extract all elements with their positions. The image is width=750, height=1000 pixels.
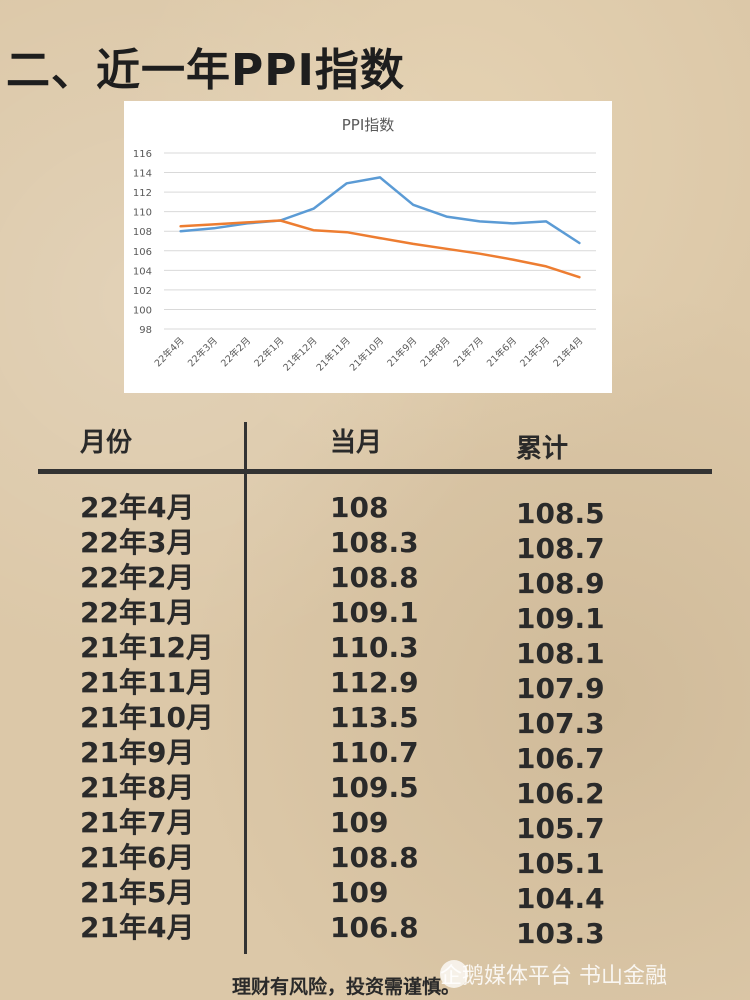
table-cell-cumulative: 109.1 xyxy=(516,602,605,635)
table-cell-cumulative: 107.3 xyxy=(516,707,605,740)
y-tick-label: 112 xyxy=(133,188,152,199)
table-cell-month: 21年4月 xyxy=(80,911,195,944)
table-cell-month: 21年5月 xyxy=(80,876,195,909)
column-header-current: 当月 xyxy=(330,428,383,458)
table-cell-cumulative: 103.3 xyxy=(516,917,605,950)
y-tick-label: 116 xyxy=(133,149,152,160)
table-cell-cumulative: 108.1 xyxy=(516,637,605,670)
table-cell-month: 21年9月 xyxy=(80,736,195,769)
table-cell-month: 21年8月 xyxy=(80,771,195,804)
table-cell-cumulative: 106.2 xyxy=(516,777,605,810)
table-cell-current: 109 xyxy=(330,876,389,909)
table-cell-cumulative: 108.9 xyxy=(516,567,605,600)
table-cell-cumulative: 108.7 xyxy=(516,532,605,565)
table-cell-current: 109.1 xyxy=(330,596,419,629)
table-cell-cumulative: 105.1 xyxy=(516,847,605,880)
chart-title: PPI指数 xyxy=(342,116,395,134)
table-cell-cumulative: 107.9 xyxy=(516,672,605,705)
table-cell-current: 109.5 xyxy=(330,771,419,804)
header-divider xyxy=(38,469,712,474)
column-header-cumulative: 累计 xyxy=(516,434,569,464)
table-cell-month: 21年6月 xyxy=(80,841,195,874)
y-tick-label: 106 xyxy=(133,247,152,258)
y-tick-label: 98 xyxy=(139,325,152,336)
penguin-logo-icon xyxy=(440,960,468,988)
table-cell-month: 21年7月 xyxy=(80,806,195,839)
table-cell-month: 21年10月 xyxy=(80,701,214,734)
table-cell-month: 22年4月 xyxy=(80,491,195,524)
ppi-line-chart: PPI指数 98 100 102 104 106 108 110 112 114 116 22年4月 2… xyxy=(124,101,612,393)
table-cell-cumulative: 108.5 xyxy=(516,497,605,530)
table-cell-month: 22年2月 xyxy=(80,561,195,594)
y-tick-label: 108 xyxy=(133,227,152,238)
table-cell-cumulative: 105.7 xyxy=(516,812,605,845)
table-cell-current: 110.3 xyxy=(330,631,419,664)
table-cell-current: 113.5 xyxy=(330,701,419,734)
column-header-month: 月份 xyxy=(80,428,133,458)
y-tick-label: 114 xyxy=(133,169,152,180)
watermark: 企鹅媒体平台 书山金融 xyxy=(440,964,667,989)
table-cell-month: 22年1月 xyxy=(80,596,195,629)
table-cell-month: 21年11月 xyxy=(80,666,214,699)
y-tick-label: 104 xyxy=(133,266,152,277)
table-cell-cumulative: 104.4 xyxy=(516,882,605,915)
series-line-2 xyxy=(179,219,581,279)
table-cell-current: 108.8 xyxy=(330,561,419,594)
table-cell-month: 21年12月 xyxy=(80,631,214,664)
table-cell-current: 108.3 xyxy=(330,526,419,559)
table-cell-current: 108.8 xyxy=(330,841,419,874)
table-cell-current: 109 xyxy=(330,806,389,839)
y-tick-label: 110 xyxy=(133,208,152,219)
table-cell-cumulative: 106.7 xyxy=(516,742,605,775)
page-title: 二、近一年PPI指数 xyxy=(6,45,405,96)
table-cell-month: 22年3月 xyxy=(80,526,195,559)
table-cell-current: 106.8 xyxy=(330,911,419,944)
table-cell-current: 112.9 xyxy=(330,666,419,699)
table-cell-current: 108 xyxy=(330,491,389,524)
column-divider xyxy=(244,422,247,954)
y-tick-label: 102 xyxy=(133,286,152,297)
risk-disclaimer: 理财有风险，投资需谨慎。 xyxy=(232,976,461,998)
table-cell-current: 110.7 xyxy=(330,736,419,769)
y-tick-label: 100 xyxy=(133,305,152,316)
